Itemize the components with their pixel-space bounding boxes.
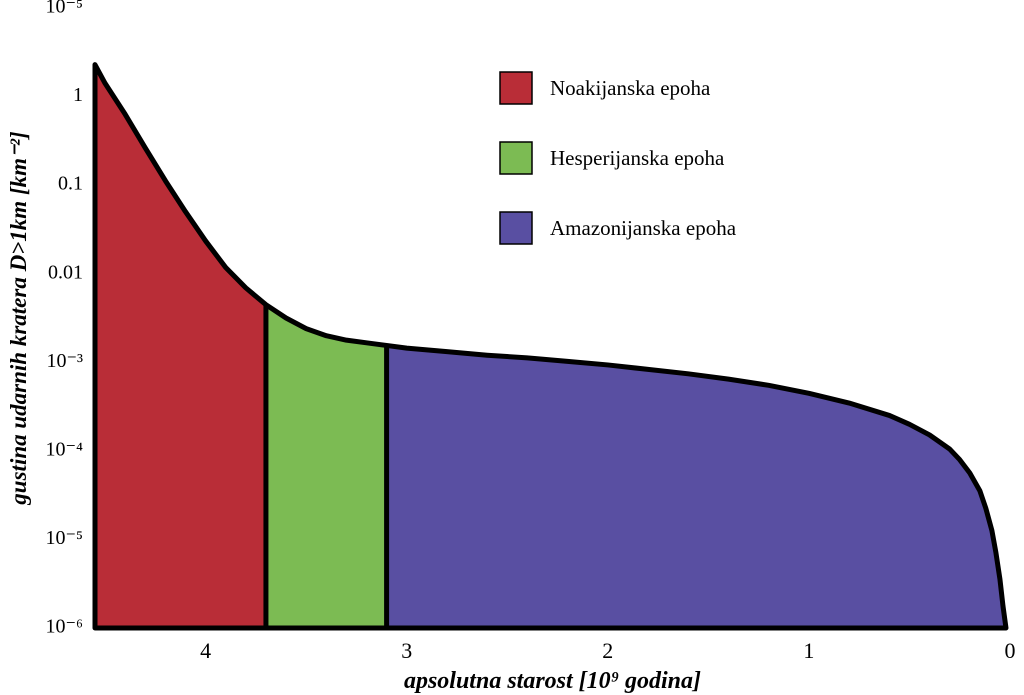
legend-swatch xyxy=(500,212,532,244)
y-tick-label: 10⁻⁵ xyxy=(45,0,83,18)
legend-swatch xyxy=(500,142,532,174)
x-tick-label: 2 xyxy=(602,638,613,663)
x-axis-label: apsolutna starost [10⁹ godina] xyxy=(404,668,701,694)
region-hesperian xyxy=(266,305,387,628)
x-tick-label: 3 xyxy=(401,638,412,663)
x-tick-label: 1 xyxy=(803,638,814,663)
crater-density-chart: 10⁻⁶ 10⁻⁵ 10⁻⁴ 10⁻³ 0.01 0.1 1 10⁻⁵ 4 3 2 1 0 gustina… xyxy=(0,0,1024,695)
chart-svg: 10⁻⁶ 10⁻⁵ 10⁻⁴ 10⁻³ 0.01 0.1 1 10⁻⁵ 4 3 2 1 0 gustina… xyxy=(0,0,1024,695)
legend-label: Amazonijanska epoha xyxy=(550,216,737,240)
y-tick-label: 0.01 xyxy=(48,261,83,283)
x-tick-label: 4 xyxy=(200,638,211,663)
legend-label: Noakijanska epoha xyxy=(550,76,711,100)
y-tick-label: 10⁻⁵ xyxy=(45,527,83,549)
legend-swatch xyxy=(500,72,532,104)
x-tick-label: 0 xyxy=(1005,638,1016,663)
y-tick-label: 10⁻⁴ xyxy=(45,438,83,460)
y-tick-label: 10⁻⁶ xyxy=(45,616,83,638)
y-tick-label: 10⁻³ xyxy=(46,350,83,372)
y-tick-label: 0.1 xyxy=(58,173,83,195)
legend-label: Hesperijanska epoha xyxy=(550,146,725,170)
y-axis-label: gustina udarnih kratera D>1km [km⁻²] xyxy=(6,131,31,506)
y-tick-label: 1 xyxy=(73,84,83,106)
